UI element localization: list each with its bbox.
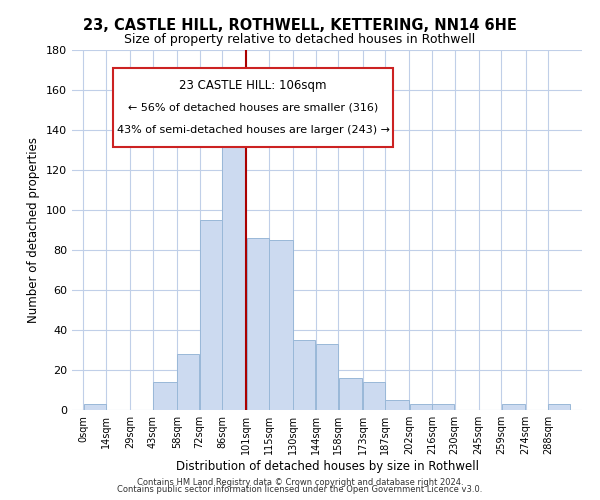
Bar — [83, 404, 106, 410]
Y-axis label: Number of detached properties: Number of detached properties — [28, 137, 40, 323]
Text: 23, CASTLE HILL, ROTHWELL, KETTERING, NN14 6HE: 23, CASTLE HILL, ROTHWELL, KETTERING, NN… — [83, 18, 517, 32]
Bar — [293, 340, 316, 410]
Bar — [177, 354, 199, 410]
Text: ← 56% of detached houses are smaller (316): ← 56% of detached houses are smaller (31… — [128, 102, 378, 113]
Bar — [548, 404, 571, 410]
Text: Size of property relative to detached houses in Rothwell: Size of property relative to detached ho… — [124, 32, 476, 46]
Bar — [432, 404, 454, 410]
FancyBboxPatch shape — [113, 68, 394, 147]
Bar — [247, 238, 269, 410]
Bar — [269, 240, 293, 410]
Bar — [338, 378, 362, 410]
Bar — [200, 220, 222, 410]
Bar — [316, 344, 338, 410]
Text: 23 CASTLE HILL: 106sqm: 23 CASTLE HILL: 106sqm — [179, 79, 327, 92]
X-axis label: Distribution of detached houses by size in Rothwell: Distribution of detached houses by size … — [176, 460, 479, 473]
Bar — [502, 404, 525, 410]
Text: Contains public sector information licensed under the Open Government Licence v3: Contains public sector information licen… — [118, 486, 482, 494]
Bar — [410, 404, 431, 410]
Bar — [363, 382, 385, 410]
Text: Contains HM Land Registry data © Crown copyright and database right 2024.: Contains HM Land Registry data © Crown c… — [137, 478, 463, 487]
Bar — [223, 114, 246, 410]
Text: 43% of semi-detached houses are larger (243) →: 43% of semi-detached houses are larger (… — [116, 125, 389, 135]
Bar — [385, 400, 409, 410]
Bar — [153, 382, 176, 410]
